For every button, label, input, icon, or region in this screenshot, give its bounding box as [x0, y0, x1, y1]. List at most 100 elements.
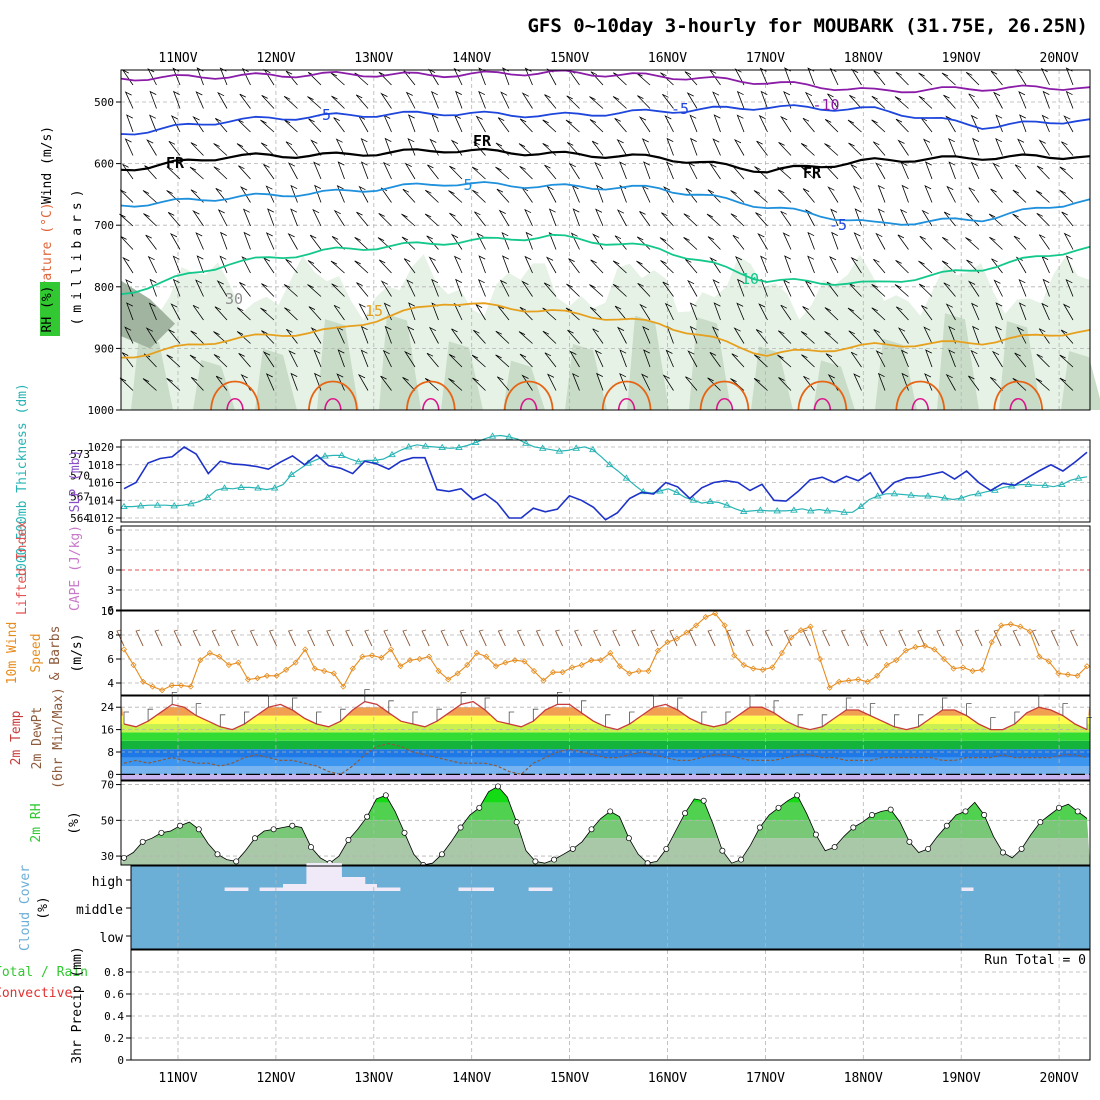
wind-barb	[471, 166, 486, 180]
rh-shade-mid	[999, 321, 1041, 410]
minmax-whisker	[292, 697, 298, 710]
wind10m-marker	[502, 659, 509, 666]
tick-label: 1016	[88, 477, 115, 490]
wind10m-marker	[807, 623, 814, 630]
thickness-marker	[187, 499, 195, 507]
wind-barb	[124, 326, 134, 344]
tick-label: 1012	[88, 512, 115, 525]
wind-barb	[146, 139, 157, 156]
wind10m-marker	[445, 676, 452, 683]
thickness-marker	[505, 433, 513, 440]
wind-barb	[871, 95, 886, 109]
wind-barb	[923, 138, 933, 156]
rh2m-marker	[457, 824, 464, 831]
wind-barb	[755, 329, 768, 344]
wind10m-barb	[230, 629, 239, 647]
wind-barb	[313, 161, 322, 180]
temperature-panel: 0 8 16 24 2m Temp 2m DewPt (6hr Min/Max)	[9, 687, 1092, 789]
cloud-high-bar	[259, 887, 272, 891]
minmax-whisker	[653, 694, 659, 708]
tick-label: 1000	[88, 404, 115, 417]
minmax-whisker	[436, 708, 442, 722]
wind10m-marker	[702, 613, 709, 621]
wind-barb	[1065, 255, 1074, 274]
isotherm-20	[503, 380, 554, 411]
isotherm-20	[797, 380, 848, 411]
rh-shade-light	[121, 254, 1090, 410]
wind-barb	[877, 208, 886, 227]
wind-barb	[589, 96, 604, 109]
wind-barb	[1018, 91, 1027, 109]
rh2m-marker	[999, 849, 1006, 856]
wind10m-marker	[540, 677, 547, 684]
wind-barb	[356, 282, 369, 297]
wind-barb	[924, 161, 933, 180]
wind-barb	[641, 138, 651, 156]
wind10m-marker	[778, 649, 785, 657]
wind-barb	[871, 119, 886, 133]
wind-barb	[190, 330, 204, 344]
thickness-marker	[706, 497, 714, 505]
wind-barb	[875, 232, 886, 250]
wind-barb	[570, 232, 580, 250]
wind-barb	[448, 354, 463, 368]
minmax-whisker	[605, 714, 611, 727]
rh2m-markers	[121, 783, 1081, 868]
wind-barb	[403, 258, 416, 274]
wind-barb	[683, 213, 698, 227]
rh2m-marker	[139, 838, 146, 845]
wind10m-barb	[593, 629, 602, 647]
wind10m-barb	[440, 629, 449, 647]
date-label: 18NOV	[844, 51, 883, 66]
rh2m-marker	[794, 792, 801, 799]
wind-barb	[988, 213, 1003, 227]
wind10m-marker	[731, 652, 738, 659]
isotherm-25	[617, 397, 636, 411]
wind10m-panel: 4 6 8 10 10m Wind Speed & Barbs (m/s)	[5, 605, 1091, 696]
tick-label: 0.6	[104, 988, 124, 1001]
wind-barb	[214, 306, 228, 321]
wind-barb	[777, 354, 792, 368]
wind10m-marker	[473, 649, 480, 657]
wind-barb	[758, 303, 768, 321]
wind-barb	[236, 143, 251, 156]
wind-barb	[236, 331, 251, 344]
isotherm--10	[120, 69, 1091, 94]
rh2m-marker	[214, 851, 221, 858]
wind-barb	[333, 304, 345, 321]
date-label: 18NOV	[844, 1071, 883, 1086]
wind-barb	[307, 284, 322, 297]
wind-barb	[730, 213, 745, 227]
rh2m-marker	[812, 831, 819, 838]
minmax-whisker	[677, 697, 683, 710]
minmax-whisker	[629, 711, 635, 724]
wind-barb	[337, 161, 345, 180]
wind-barb	[166, 378, 181, 391]
ylabel-precip-total: Total / Rain	[0, 965, 88, 980]
wind10m-marker	[883, 661, 890, 669]
wind-barb	[713, 302, 721, 321]
wind-barb	[544, 164, 557, 180]
wind-barb	[330, 260, 345, 274]
ylabel-cloud-2: (%)	[36, 896, 51, 919]
wind-barb	[192, 115, 204, 133]
wind-barb	[240, 186, 251, 203]
thickness-marker	[471, 438, 480, 446]
wind-barb	[546, 185, 557, 203]
wind10m-marker	[816, 655, 824, 663]
wind-barb	[897, 234, 909, 250]
wind-barb	[1013, 235, 1027, 250]
wind10m-marker	[797, 627, 805, 634]
rh2m-marker	[738, 856, 745, 863]
cloud-high-bars	[224, 863, 974, 891]
tick-label: 4	[107, 677, 114, 690]
contour-label: FR	[166, 154, 185, 172]
ylabel-lifted: Lifted Index	[15, 521, 30, 615]
wind-barb	[472, 377, 486, 391]
wind10m-marker	[740, 661, 747, 669]
wind-barb	[1017, 138, 1027, 156]
wind10m-marker	[673, 635, 681, 642]
isotherm-25	[324, 397, 342, 411]
rh2m-marker	[607, 808, 614, 815]
tick-label: 3	[107, 544, 114, 557]
